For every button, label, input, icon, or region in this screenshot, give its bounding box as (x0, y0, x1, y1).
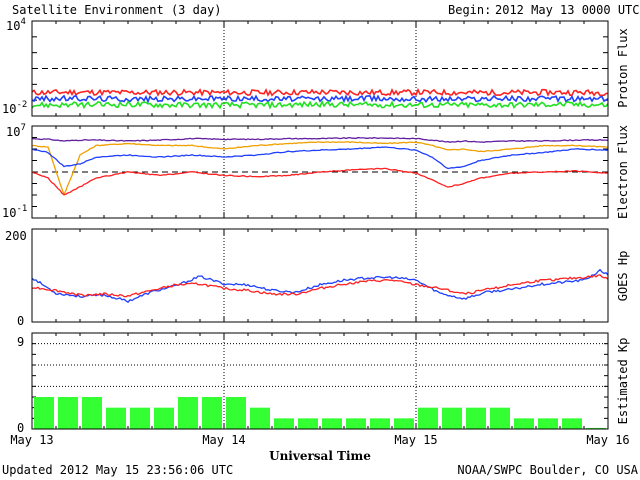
kp-bar (202, 397, 222, 429)
credit-text: NOAA/SWPC Boulder, CO USA (457, 463, 638, 477)
electron-ylabel: Electron Flux (616, 125, 630, 219)
kp-bar (514, 418, 534, 429)
x-axis-label: Universal Time (269, 449, 371, 463)
hp-ylabel: GOES Hp (616, 251, 630, 302)
series-line-red (31, 167, 609, 196)
kp-ylabel: Estimated Kp (616, 338, 630, 425)
xtick-may16: May 16 (586, 433, 629, 447)
kp-bar (346, 418, 366, 429)
hp-ytick-bottom: 0 (17, 314, 24, 328)
kp-bar (250, 407, 270, 429)
kp-bar (442, 407, 462, 429)
kp-bar (274, 418, 294, 429)
proton-ylabel: Proton Flux (616, 28, 630, 107)
series-line-blue (31, 146, 609, 170)
panel-border (31, 228, 609, 323)
xtick-may15: May 15 (394, 433, 437, 447)
electron-ytick-top: 107 (6, 123, 26, 139)
series-line-red (31, 274, 609, 298)
proton-ytick-bottom: 10-2 (2, 100, 27, 116)
kp-bar (154, 407, 174, 429)
kp-bar (298, 418, 318, 429)
xtick-may13: May 13 (10, 433, 53, 447)
kp-bar (322, 418, 342, 429)
kp-bar (538, 418, 558, 429)
panel-border (31, 332, 609, 430)
kp-bar (34, 397, 54, 429)
begin-value: 2012 May 13 0000 UTC (495, 3, 640, 17)
hp-ytick-top: 200 (5, 229, 27, 243)
kp-bar (58, 397, 78, 429)
electron-ytick-bottom: 10-1 (2, 204, 27, 220)
kp-bar (178, 397, 198, 429)
begin-label: Begin: (448, 3, 491, 17)
kp-bar (130, 407, 150, 429)
xtick-may14: May 14 (202, 433, 245, 447)
series-line-blue (31, 94, 609, 104)
proton-ytick-top: 104 (6, 17, 26, 33)
kp-bar (106, 407, 126, 429)
chart-title: Satellite Environment (3 day) (12, 3, 222, 17)
series-line-blue (31, 268, 609, 304)
kp-bar (370, 418, 390, 429)
kp-bar (418, 407, 438, 429)
kp-bar (466, 407, 486, 429)
kp-bar (82, 397, 102, 429)
kp-ytick-top: 9 (17, 335, 24, 349)
series-line-green (31, 99, 609, 110)
updated-timestamp: Updated 2012 May 15 23:56:06 UTC (2, 463, 233, 477)
kp-bar (562, 418, 582, 429)
hp-panel-frame (31, 228, 609, 323)
chart-marks (31, 20, 609, 430)
series-line-red (31, 87, 609, 97)
kp-bar (394, 418, 414, 429)
kp-bar (490, 407, 510, 429)
panel-border (31, 125, 609, 219)
series-line-purple (31, 136, 609, 143)
series-line-orange (31, 141, 609, 197)
kp-ytick-bottom: 0 (17, 421, 24, 435)
panel-border (31, 20, 609, 117)
kp-bar (226, 397, 246, 429)
kp-bar (586, 427, 606, 429)
